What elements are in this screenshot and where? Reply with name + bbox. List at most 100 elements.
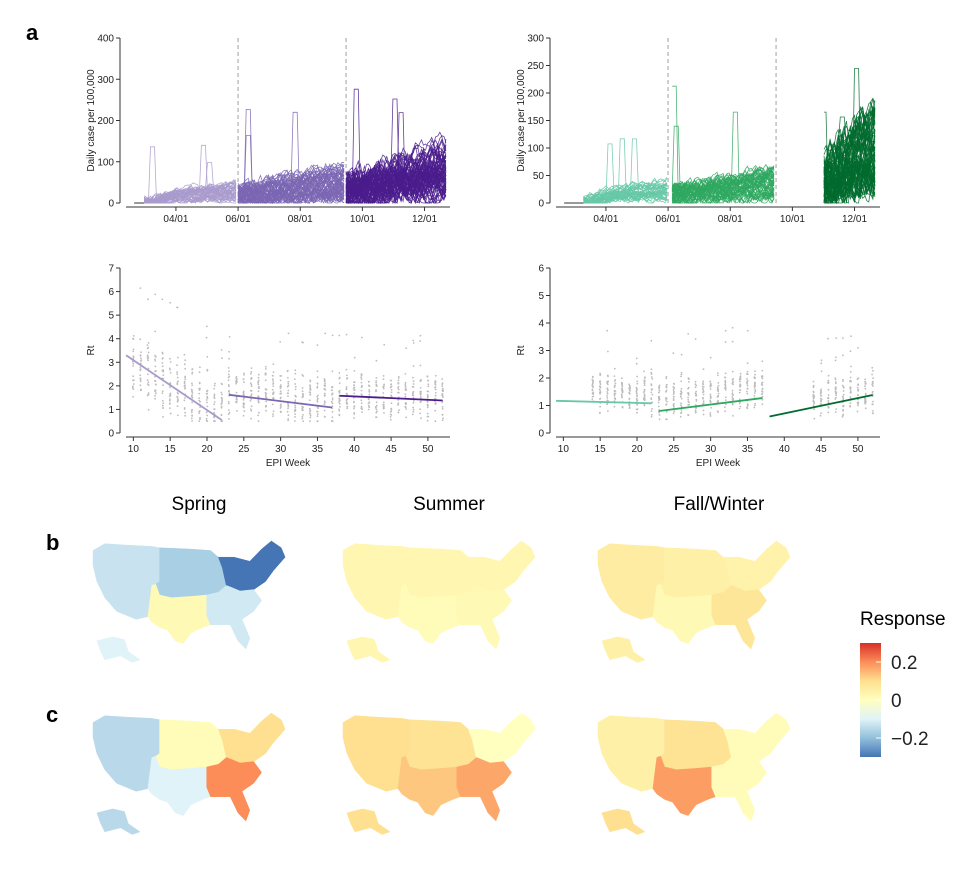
rt-point <box>856 394 859 396</box>
rt-point <box>147 367 150 370</box>
rt-point <box>864 383 867 385</box>
rt-point <box>353 381 355 384</box>
rt-point <box>316 420 319 423</box>
rt-point <box>338 377 341 380</box>
rt-point <box>258 411 260 414</box>
rt-point <box>599 392 601 395</box>
rt-point <box>607 350 609 353</box>
rt-point <box>331 402 334 405</box>
rt-point <box>694 392 697 395</box>
rt-point <box>673 390 675 393</box>
rt-point <box>842 408 844 411</box>
rt-point <box>146 344 149 346</box>
rt-point <box>177 392 180 395</box>
rt-point <box>287 382 290 385</box>
rt-point <box>368 406 371 408</box>
case-series-line <box>823 114 876 178</box>
rt-point <box>709 385 712 388</box>
region-north-central <box>155 719 227 770</box>
rt-point <box>184 384 186 386</box>
rt-point <box>680 409 683 411</box>
rt-point <box>154 293 157 296</box>
rt-point <box>411 392 414 395</box>
rt-point <box>301 407 304 410</box>
rt-point <box>235 376 238 378</box>
rt-point <box>724 399 727 401</box>
rt-point <box>243 374 245 376</box>
rt-point <box>331 385 334 388</box>
rt-point <box>132 348 135 351</box>
rt-point <box>442 389 444 392</box>
rt-point <box>666 383 668 386</box>
rt-point <box>213 384 216 387</box>
rt-point <box>650 371 653 374</box>
rt-point <box>607 410 609 412</box>
rt-point <box>665 377 668 380</box>
y-tick-label: 100 <box>97 157 114 168</box>
rt-point <box>264 366 267 368</box>
rt-point <box>404 393 407 396</box>
rt-point <box>650 373 653 376</box>
rt-point <box>694 338 697 340</box>
rt-point <box>629 387 631 390</box>
rt-point <box>724 387 727 390</box>
rt-point <box>657 401 660 404</box>
rt-point <box>598 388 601 391</box>
rt-point <box>198 388 201 390</box>
rt-point <box>842 413 845 416</box>
case-series-line <box>237 188 345 204</box>
rt-point <box>404 395 407 398</box>
rt-point <box>338 408 340 411</box>
rt-point <box>857 404 859 407</box>
rt-point <box>338 413 341 416</box>
rt-point <box>753 376 756 378</box>
rt-point <box>672 386 675 389</box>
rt-point <box>849 376 852 379</box>
rt-point <box>227 367 230 369</box>
case-series-line <box>672 170 775 195</box>
rt-point <box>613 380 616 382</box>
rt-point <box>250 367 253 369</box>
rt-point <box>644 380 646 383</box>
rt-point <box>680 375 682 378</box>
rt-point <box>812 384 815 387</box>
rt-point <box>220 414 223 416</box>
rt-point <box>382 375 385 377</box>
rt-point <box>412 408 415 411</box>
x-tick-label: 12/01 <box>842 214 867 225</box>
rt-point <box>694 380 697 383</box>
rt-point <box>672 398 675 400</box>
rt-point <box>411 413 414 416</box>
rt-point <box>353 417 355 419</box>
rt-point <box>132 362 135 365</box>
rt-point <box>198 382 201 385</box>
rt-point <box>279 411 282 414</box>
rt-point <box>205 417 208 420</box>
rt-point <box>360 402 363 404</box>
rt-point <box>389 418 392 421</box>
rt-point <box>426 390 429 393</box>
rt-point <box>849 396 852 398</box>
rt-point <box>154 389 157 391</box>
rt-point <box>709 415 712 417</box>
rt-point <box>716 386 719 389</box>
rt-point <box>353 407 355 410</box>
rt-point <box>591 395 594 398</box>
rt-point <box>257 401 260 404</box>
rt-point <box>191 371 194 374</box>
rt-point <box>228 357 231 360</box>
rt-point <box>383 407 385 409</box>
rt-point <box>849 380 851 383</box>
rt-point <box>591 383 594 386</box>
rt-point <box>614 390 617 392</box>
rt-point <box>420 417 422 420</box>
rt-point <box>228 375 231 378</box>
rt-point <box>176 405 179 407</box>
rt-point <box>427 379 429 382</box>
rt-point <box>360 378 363 380</box>
rt-point <box>390 407 392 410</box>
rt-point <box>709 388 712 390</box>
rt-point <box>820 400 822 403</box>
case-series-line <box>237 169 345 194</box>
rt-point <box>287 384 290 387</box>
